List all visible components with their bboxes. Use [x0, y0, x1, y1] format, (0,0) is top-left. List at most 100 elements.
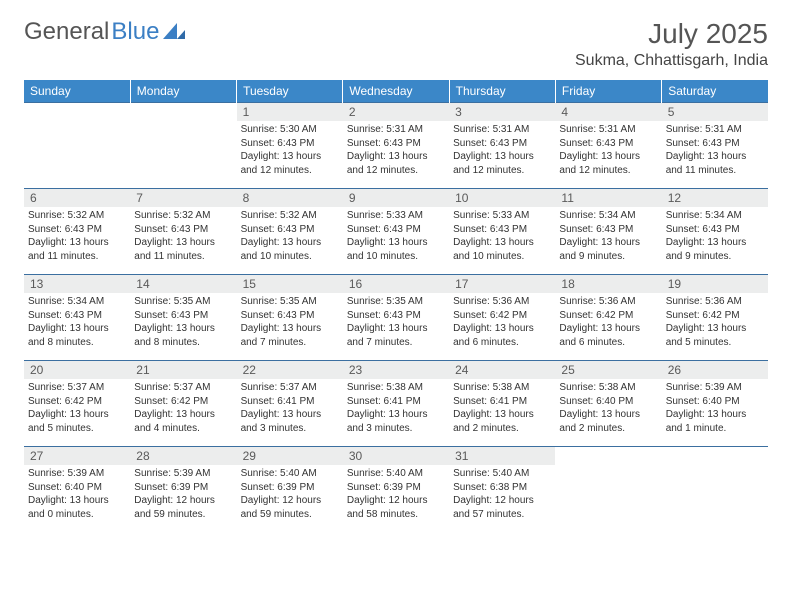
daylight-text: Daylight: 13 hours and 8 minutes.: [134, 322, 232, 349]
sunset-text: Sunset: 6:43 PM: [134, 223, 232, 237]
day-content: Sunrise: 5:38 AMSunset: 6:41 PMDaylight:…: [343, 379, 449, 437]
daylight-text: Daylight: 13 hours and 10 minutes.: [453, 236, 551, 263]
day-content: Sunrise: 5:35 AMSunset: 6:43 PMDaylight:…: [343, 293, 449, 351]
col-thursday: Thursday: [449, 80, 555, 103]
sunset-text: Sunset: 6:43 PM: [666, 223, 764, 237]
logo: GeneralBlue: [24, 18, 185, 46]
day-content: Sunrise: 5:31 AMSunset: 6:43 PMDaylight:…: [343, 121, 449, 179]
sunrise-text: Sunrise: 5:32 AM: [28, 209, 126, 223]
daylight-text: Daylight: 12 hours and 59 minutes.: [241, 494, 339, 521]
day-content: Sunrise: 5:39 AMSunset: 6:40 PMDaylight:…: [24, 465, 130, 523]
day-content: Sunrise: 5:39 AMSunset: 6:40 PMDaylight:…: [662, 379, 768, 437]
sunrise-text: Sunrise: 5:35 AM: [134, 295, 232, 309]
day-content: Sunrise: 5:31 AMSunset: 6:43 PMDaylight:…: [555, 121, 661, 179]
daylight-text: Daylight: 13 hours and 8 minutes.: [28, 322, 126, 349]
day-content: Sunrise: 5:37 AMSunset: 6:42 PMDaylight:…: [130, 379, 236, 437]
calendar-cell: 29Sunrise: 5:40 AMSunset: 6:39 PMDayligh…: [237, 447, 343, 533]
sunset-text: Sunset: 6:41 PM: [347, 395, 445, 409]
calendar-cell: 5Sunrise: 5:31 AMSunset: 6:43 PMDaylight…: [662, 103, 768, 189]
day-content: Sunrise: 5:40 AMSunset: 6:39 PMDaylight:…: [343, 465, 449, 523]
sunrise-text: Sunrise: 5:34 AM: [559, 209, 657, 223]
day-number: 26: [662, 361, 768, 379]
sunset-text: Sunset: 6:40 PM: [28, 481, 126, 495]
sunrise-text: Sunrise: 5:40 AM: [453, 467, 551, 481]
calendar-cell: 16Sunrise: 5:35 AMSunset: 6:43 PMDayligh…: [343, 275, 449, 361]
daylight-text: Daylight: 13 hours and 10 minutes.: [241, 236, 339, 263]
day-content: Sunrise: 5:32 AMSunset: 6:43 PMDaylight:…: [130, 207, 236, 265]
sunset-text: Sunset: 6:43 PM: [241, 223, 339, 237]
calendar-cell: 3Sunrise: 5:31 AMSunset: 6:43 PMDaylight…: [449, 103, 555, 189]
daylight-text: Daylight: 13 hours and 9 minutes.: [666, 236, 764, 263]
day-content: Sunrise: 5:30 AMSunset: 6:43 PMDaylight:…: [237, 121, 343, 179]
location: Sukma, Chhattisgarh, India: [575, 52, 768, 70]
calendar-cell: 10 Sunrise: 5:33 AMSunset: 6:43 PMDayligh…: [449, 189, 555, 275]
sunset-text: Sunset: 6:43 PM: [347, 223, 445, 237]
sunrise-text: Sunrise: 5:35 AM: [241, 295, 339, 309]
sunrise-text: Sunrise: 5:40 AM: [347, 467, 445, 481]
daylight-text: Daylight: 13 hours and 7 minutes.: [347, 322, 445, 349]
calendar-cell: 17Sunrise: 5:36 AMSunset: 6:42 PMDayligh…: [449, 275, 555, 361]
col-saturday: Saturday: [662, 80, 768, 103]
header: GeneralBlue July 2025 Sukma, Chhattisgar…: [24, 18, 768, 70]
day-number: 4: [555, 103, 661, 121]
calendar-cell: 1Sunrise: 5:30 AMSunset: 6:43 PMDaylight…: [237, 103, 343, 189]
col-monday: Monday: [130, 80, 236, 103]
daylight-text: Daylight: 12 hours and 59 minutes.: [134, 494, 232, 521]
sunset-text: Sunset: 6:43 PM: [559, 137, 657, 151]
sunrise-text: Sunrise: 5:37 AM: [134, 381, 232, 395]
daylight-text: Daylight: 13 hours and 7 minutes.: [241, 322, 339, 349]
calendar-cell: [24, 103, 130, 189]
calendar-cell: 13Sunrise: 5:34 AMSunset: 6:43 PMDayligh…: [24, 275, 130, 361]
sunrise-text: Sunrise: 5:39 AM: [28, 467, 126, 481]
sunset-text: Sunset: 6:39 PM: [347, 481, 445, 495]
day-number: 2: [343, 103, 449, 121]
day-content: Sunrise: 5:36 AMSunset: 6:42 PMDaylight:…: [555, 293, 661, 351]
day-number: 8: [237, 189, 343, 207]
sunset-text: Sunset: 6:41 PM: [241, 395, 339, 409]
calendar-cell: 15Sunrise: 5:35 AMSunset: 6:43 PMDayligh…: [237, 275, 343, 361]
day-number: 9: [343, 189, 449, 207]
col-tuesday: Tuesday: [237, 80, 343, 103]
calendar-cell: 11Sunrise: 5:34 AMSunset: 6:43 PMDayligh…: [555, 189, 661, 275]
calendar-row: 20Sunrise: 5:37 AMSunset: 6:42 PMDayligh…: [24, 361, 768, 447]
day-number: 10: [449, 189, 555, 207]
day-number: 3: [449, 103, 555, 121]
day-number: 1: [237, 103, 343, 121]
day-number: 20: [24, 361, 130, 379]
triangle-icon: [163, 18, 185, 46]
sunrise-text: Sunrise: 5:31 AM: [559, 123, 657, 137]
sunset-text: Sunset: 6:43 PM: [134, 309, 232, 323]
sunrise-text: Sunrise: 5:33 AM: [453, 209, 551, 223]
daylight-text: Daylight: 13 hours and 0 minutes.: [28, 494, 126, 521]
sunrise-text: Sunrise: 5:36 AM: [559, 295, 657, 309]
sunrise-text: Sunrise: 5:32 AM: [241, 209, 339, 223]
logo-text-a: General: [24, 18, 109, 46]
sunrise-text: Sunrise: 5:37 AM: [28, 381, 126, 395]
calendar-cell: [662, 447, 768, 533]
day-content: Sunrise: 5:33 AMSunset: 6:43 PMDaylight:…: [343, 207, 449, 265]
sunset-text: Sunset: 6:40 PM: [559, 395, 657, 409]
day-number: 24: [449, 361, 555, 379]
day-content: Sunrise: 5:32 AMSunset: 6:43 PMDaylight:…: [237, 207, 343, 265]
sunset-text: Sunset: 6:43 PM: [347, 137, 445, 151]
sunset-text: Sunset: 6:43 PM: [453, 223, 551, 237]
daylight-text: Daylight: 13 hours and 11 minutes.: [666, 150, 764, 177]
calendar-cell: 19Sunrise: 5:36 AMSunset: 6:42 PMDayligh…: [662, 275, 768, 361]
sunrise-text: Sunrise: 5:32 AM: [134, 209, 232, 223]
daylight-text: Daylight: 13 hours and 11 minutes.: [134, 236, 232, 263]
calendar-cell: 21Sunrise: 5:37 AMSunset: 6:42 PMDayligh…: [130, 361, 236, 447]
day-content: Sunrise: 5:40 AMSunset: 6:39 PMDaylight:…: [237, 465, 343, 523]
calendar-row: 13Sunrise: 5:34 AMSunset: 6:43 PMDayligh…: [24, 275, 768, 361]
daylight-text: Daylight: 13 hours and 12 minutes.: [453, 150, 551, 177]
daylight-text: Daylight: 12 hours and 58 minutes.: [347, 494, 445, 521]
day-content: Sunrise: 5:35 AMSunset: 6:43 PMDaylight:…: [237, 293, 343, 351]
daylight-text: Daylight: 13 hours and 6 minutes.: [559, 322, 657, 349]
calendar-cell: 26Sunrise: 5:39 AMSunset: 6:40 PMDayligh…: [662, 361, 768, 447]
day-number: 29: [237, 447, 343, 465]
month-title: July 2025: [575, 18, 768, 50]
logo-text-b: Blue: [111, 18, 159, 46]
sunset-text: Sunset: 6:42 PM: [666, 309, 764, 323]
sunrise-text: Sunrise: 5:38 AM: [347, 381, 445, 395]
daylight-text: Daylight: 13 hours and 1 minute.: [666, 408, 764, 435]
day-number: 6: [24, 189, 130, 207]
